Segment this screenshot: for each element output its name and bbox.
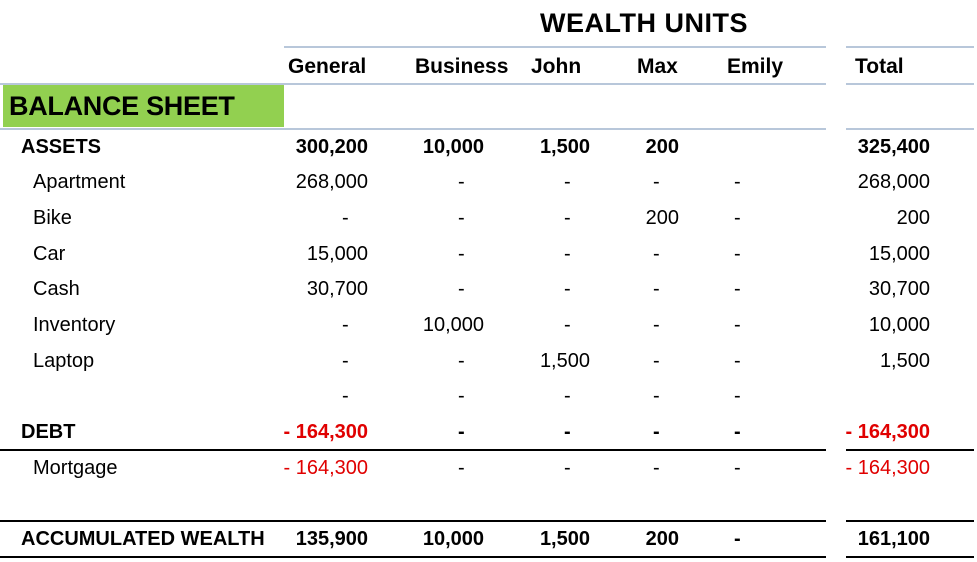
table-cell[interactable]: - bbox=[342, 385, 349, 407]
table-cell[interactable]: - bbox=[653, 350, 660, 372]
debt-rule bbox=[0, 449, 826, 451]
total-bottom-rule bbox=[0, 556, 826, 558]
table-cell[interactable]: - bbox=[458, 457, 465, 479]
row-label[interactable]: Inventory bbox=[33, 314, 116, 336]
table-cell[interactable]: - bbox=[564, 421, 571, 443]
row-label[interactable]: Apartment bbox=[33, 171, 126, 193]
col-header-emily[interactable]: Emily bbox=[727, 55, 784, 78]
table-cell[interactable]: - bbox=[458, 385, 465, 407]
table-cell[interactable]: - 164,300 bbox=[283, 421, 368, 443]
table-cell[interactable]: - bbox=[564, 314, 571, 336]
header-top-rule bbox=[284, 46, 826, 48]
table-cell[interactable]: 200 bbox=[896, 207, 930, 229]
header-bottom-rule-total bbox=[846, 83, 974, 85]
table-cell[interactable]: - bbox=[458, 278, 465, 300]
section-rule-total bbox=[846, 128, 974, 130]
table-cell[interactable]: - bbox=[734, 243, 741, 265]
table-cell[interactable]: - bbox=[653, 385, 660, 407]
table-cell[interactable]: 268,000 bbox=[295, 171, 368, 193]
table-cell[interactable]: - bbox=[734, 314, 741, 336]
col-header-total[interactable]: Total bbox=[855, 55, 904, 78]
table-cell[interactable]: 15,000 bbox=[306, 243, 368, 265]
table-cell[interactable]: - bbox=[653, 243, 660, 265]
table-cell[interactable]: - bbox=[653, 314, 660, 336]
table-cell[interactable]: 161,100 bbox=[857, 528, 930, 550]
table-cell[interactable]: - bbox=[734, 278, 741, 300]
table-cell[interactable]: 10,000 bbox=[868, 314, 930, 336]
table-cell[interactable]: 10,000 bbox=[422, 528, 484, 550]
row-label[interactable]: Mortgage bbox=[33, 457, 118, 479]
table-cell[interactable]: - bbox=[564, 457, 571, 479]
col-header-business[interactable]: Business bbox=[415, 55, 509, 78]
row-label[interactable]: Cash bbox=[33, 278, 80, 300]
row-label[interactable]: Bike bbox=[33, 207, 72, 229]
table-cell[interactable]: 30,700 bbox=[306, 278, 368, 300]
table-cell[interactable]: - bbox=[564, 171, 571, 193]
table-cell[interactable]: 1,500 bbox=[539, 136, 590, 158]
table-cell[interactable]: - bbox=[734, 421, 741, 443]
balance-sheet-banner bbox=[3, 85, 284, 127]
table-cell[interactable]: - 164,300 bbox=[845, 457, 930, 479]
row-label[interactable]: Laptop bbox=[33, 350, 95, 372]
table-cell[interactable]: - bbox=[458, 350, 465, 372]
table-cell[interactable]: - bbox=[342, 207, 349, 229]
row-label[interactable]: ACCUMULATED WEALTH bbox=[21, 528, 265, 550]
header-bottom-rule bbox=[0, 83, 826, 85]
table-cell[interactable]: - bbox=[734, 457, 741, 479]
total-top-rule-total bbox=[846, 520, 974, 522]
table-cell[interactable]: 300,200 bbox=[295, 136, 368, 158]
balance-sheet-label: BALANCE SHEET bbox=[9, 91, 235, 121]
section-rule bbox=[0, 128, 826, 130]
table-cell[interactable]: - bbox=[342, 350, 349, 372]
table-cell[interactable]: 200 bbox=[645, 136, 679, 158]
col-header-general[interactable]: General bbox=[288, 55, 367, 78]
col-header-john[interactable]: John bbox=[531, 55, 582, 78]
table-cell[interactable]: - bbox=[564, 278, 571, 300]
table-cell[interactable]: - bbox=[734, 207, 741, 229]
table-cell[interactable]: - bbox=[734, 171, 741, 193]
table-cell[interactable]: - bbox=[734, 350, 741, 372]
table-cell[interactable]: 268,000 bbox=[857, 171, 930, 193]
table-cell[interactable]: - bbox=[458, 171, 465, 193]
table-cell[interactable]: 30,700 bbox=[868, 278, 930, 300]
table-cell[interactable]: - bbox=[564, 207, 571, 229]
row-label[interactable]: ASSETS bbox=[21, 136, 102, 158]
table-cell[interactable]: - bbox=[564, 243, 571, 265]
header-top-rule-total bbox=[846, 46, 974, 48]
table-cell[interactable]: - bbox=[734, 528, 741, 550]
table-cell[interactable]: - bbox=[653, 421, 660, 443]
table-cell[interactable]: 10,000 bbox=[422, 314, 484, 336]
table-cell[interactable]: - bbox=[734, 385, 741, 407]
row-label[interactable]: DEBT bbox=[21, 421, 76, 443]
table-cell[interactable]: 1,500 bbox=[539, 350, 590, 372]
table-cell[interactable]: 135,900 bbox=[295, 528, 368, 550]
col-header-max[interactable]: Max bbox=[637, 55, 678, 78]
table-cell[interactable]: - bbox=[458, 207, 465, 229]
sheet-title: WEALTH UNITS bbox=[540, 8, 748, 38]
table-cell[interactable]: - bbox=[342, 314, 349, 336]
table-cell[interactable]: 10,000 bbox=[422, 136, 484, 158]
total-bottom-rule-total bbox=[846, 556, 974, 558]
table-cell[interactable]: - bbox=[564, 385, 571, 407]
table-cell[interactable]: - bbox=[653, 457, 660, 479]
table-cell[interactable]: 325,400 bbox=[857, 136, 930, 158]
table-cell[interactable]: - 164,300 bbox=[845, 421, 930, 443]
table-cell[interactable]: - 164,300 bbox=[283, 457, 368, 479]
table-cell[interactable]: - bbox=[653, 171, 660, 193]
total-top-rule bbox=[0, 520, 826, 522]
table-cell[interactable]: 200 bbox=[645, 528, 679, 550]
debt-rule-total bbox=[846, 449, 974, 451]
table-cell[interactable]: 1,500 bbox=[539, 528, 590, 550]
table-cell[interactable]: - bbox=[458, 243, 465, 265]
row-label[interactable]: Car bbox=[33, 243, 66, 265]
table-cell[interactable]: - bbox=[653, 278, 660, 300]
table-cell[interactable]: 200 bbox=[645, 207, 679, 229]
table-cell[interactable]: - bbox=[458, 421, 465, 443]
table-cell[interactable]: 15,000 bbox=[868, 243, 930, 265]
table-cell[interactable]: 1,500 bbox=[879, 350, 930, 372]
